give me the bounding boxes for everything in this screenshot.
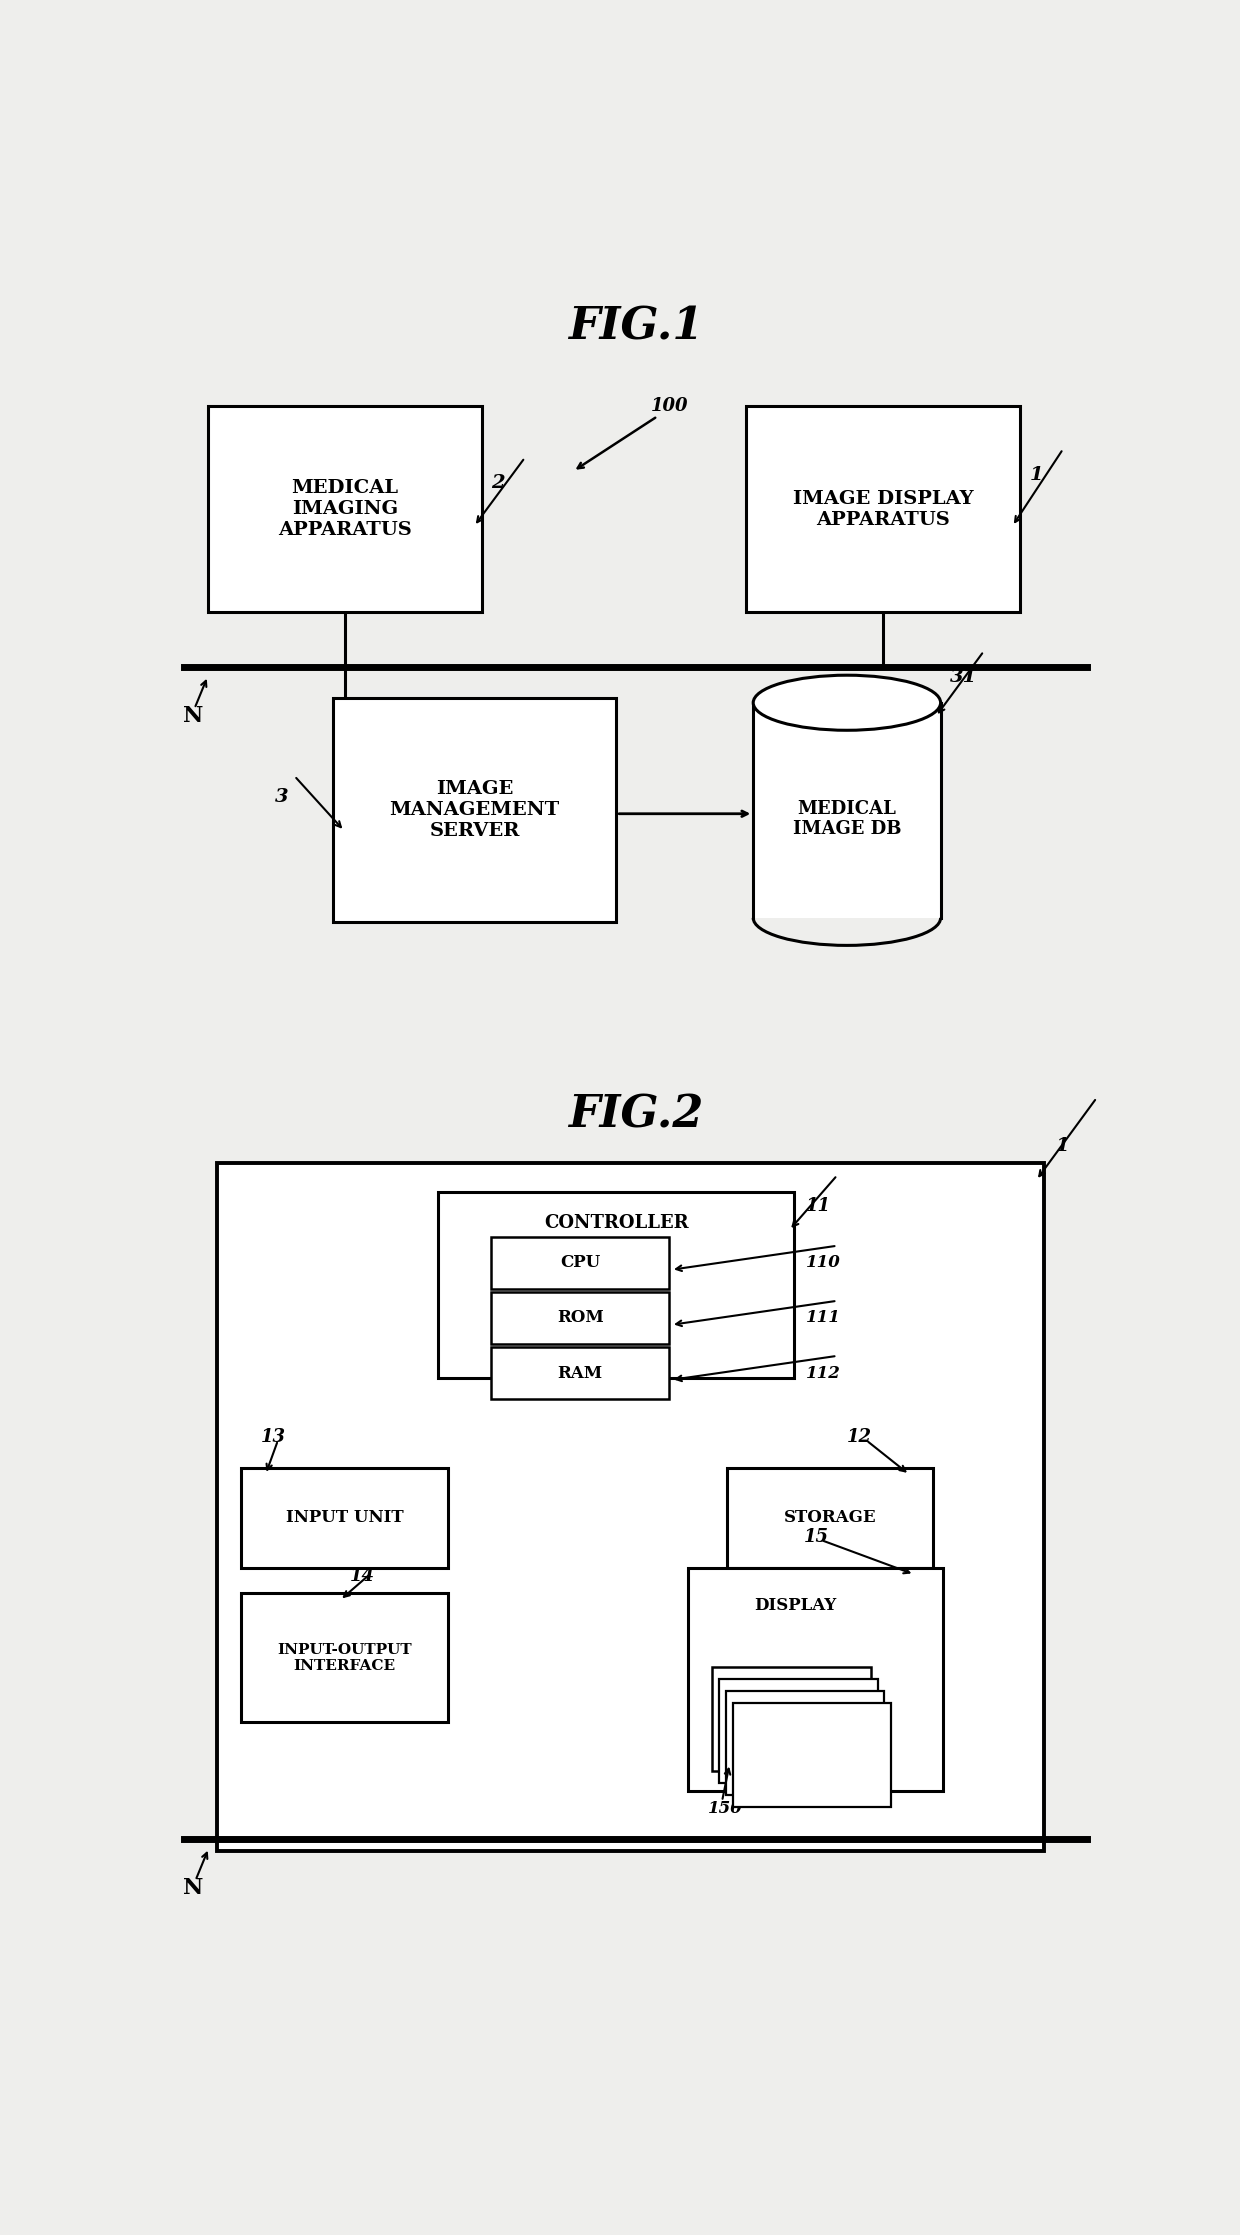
Text: 111: 111 xyxy=(806,1310,841,1328)
FancyBboxPatch shape xyxy=(712,1667,870,1770)
FancyBboxPatch shape xyxy=(208,407,481,612)
Text: 150: 150 xyxy=(708,1799,743,1817)
Text: 14: 14 xyxy=(350,1567,374,1585)
Text: IMAGE DISPLAY
APPARATUS: IMAGE DISPLAY APPARATUS xyxy=(792,489,973,527)
Text: 2: 2 xyxy=(491,474,505,492)
Text: N: N xyxy=(184,1877,203,1898)
Text: 100: 100 xyxy=(651,398,688,416)
Text: 110: 110 xyxy=(806,1254,841,1272)
Text: MEDICAL
IMAGE DB: MEDICAL IMAGE DB xyxy=(792,800,901,838)
Text: N: N xyxy=(184,704,203,726)
Text: CONTROLLER: CONTROLLER xyxy=(544,1214,688,1231)
Text: MONITOR: MONITOR xyxy=(748,1712,836,1725)
Text: FIG.1: FIG.1 xyxy=(568,306,703,349)
Text: 1: 1 xyxy=(1055,1138,1069,1155)
Text: 15: 15 xyxy=(804,1527,828,1547)
Text: 31: 31 xyxy=(950,668,977,686)
FancyBboxPatch shape xyxy=(491,1348,670,1399)
Text: 12: 12 xyxy=(847,1428,872,1446)
Ellipse shape xyxy=(753,675,941,731)
Text: 11: 11 xyxy=(806,1198,831,1216)
FancyBboxPatch shape xyxy=(719,1678,878,1784)
Text: INPUT-OUTPUT
INTERFACE: INPUT-OUTPUT INTERFACE xyxy=(278,1643,412,1674)
FancyBboxPatch shape xyxy=(727,1468,934,1567)
Text: 13: 13 xyxy=(260,1428,285,1446)
FancyBboxPatch shape xyxy=(688,1567,944,1790)
Text: 1: 1 xyxy=(1029,465,1043,483)
Text: INPUT UNIT: INPUT UNIT xyxy=(286,1509,403,1527)
Text: STORAGE: STORAGE xyxy=(784,1509,877,1527)
Text: CPU: CPU xyxy=(560,1254,600,1272)
Text: 3: 3 xyxy=(275,787,289,805)
Text: DISPLAY: DISPLAY xyxy=(754,1596,837,1614)
FancyBboxPatch shape xyxy=(217,1162,1044,1851)
FancyBboxPatch shape xyxy=(491,1238,670,1290)
FancyBboxPatch shape xyxy=(746,407,1019,612)
FancyBboxPatch shape xyxy=(733,1703,892,1806)
Bar xyxy=(753,702,941,919)
FancyBboxPatch shape xyxy=(332,697,616,923)
Text: 112: 112 xyxy=(806,1366,841,1381)
FancyBboxPatch shape xyxy=(725,1692,884,1795)
FancyBboxPatch shape xyxy=(242,1594,448,1723)
Text: FIG.2: FIG.2 xyxy=(568,1093,703,1135)
Text: ROM: ROM xyxy=(557,1310,604,1328)
FancyBboxPatch shape xyxy=(491,1292,670,1343)
Text: MEDICAL
IMAGING
APPARATUS: MEDICAL IMAGING APPARATUS xyxy=(278,478,412,539)
FancyBboxPatch shape xyxy=(439,1191,794,1379)
FancyBboxPatch shape xyxy=(242,1468,448,1567)
Text: RAM: RAM xyxy=(558,1366,603,1381)
Text: IMAGE
MANAGEMENT
SERVER: IMAGE MANAGEMENT SERVER xyxy=(389,780,559,840)
